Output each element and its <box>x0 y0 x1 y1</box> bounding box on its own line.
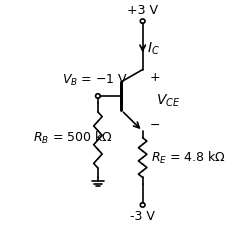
Text: $I_C$: $I_C$ <box>147 40 160 57</box>
Text: $V_B$ = −1 V: $V_B$ = −1 V <box>62 73 129 88</box>
Text: $R_E$ = 4.8 kΩ: $R_E$ = 4.8 kΩ <box>151 150 226 166</box>
Text: -3 V: -3 V <box>130 210 155 223</box>
Text: $R_B$ = 500 kΩ: $R_B$ = 500 kΩ <box>33 130 113 146</box>
Text: $-$: $-$ <box>149 118 160 131</box>
Text: +: + <box>149 71 160 84</box>
Text: +3 V: +3 V <box>127 4 158 17</box>
Text: $V_{CE}$: $V_{CE}$ <box>156 92 181 109</box>
